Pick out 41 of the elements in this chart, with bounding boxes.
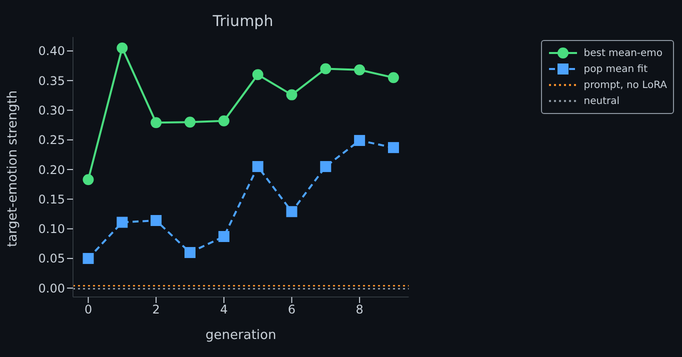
point — [388, 72, 399, 84]
legend-label: best mean-emo — [584, 48, 663, 58]
point — [116, 42, 128, 54]
point — [354, 134, 366, 146]
x-tick-label: 0 — [84, 302, 92, 317]
point — [286, 89, 298, 100]
y-tick-label: 0.40 — [38, 44, 65, 58]
point — [82, 252, 94, 264]
y-tick-label: 0.20 — [38, 162, 65, 177]
y-tick-label: 0.10 — [38, 222, 65, 236]
y-axis-title: target-emotion strength — [6, 90, 21, 247]
point — [184, 116, 196, 128]
point — [82, 174, 94, 186]
legend-label: prompt, no LoRA — [584, 80, 667, 90]
point — [388, 142, 399, 154]
y-tick-label: 0.30 — [38, 103, 65, 118]
point — [150, 117, 162, 128]
point — [150, 215, 162, 226]
x-axis-title: generation — [206, 328, 276, 343]
y-tick-label: 0.15 — [38, 192, 65, 206]
x-tick-label: 8 — [356, 302, 364, 317]
x-tick-label: 4 — [220, 302, 228, 317]
point — [320, 161, 332, 172]
point — [286, 206, 298, 218]
point — [354, 64, 366, 76]
legend-label: pop mean fit — [584, 64, 648, 74]
point — [218, 231, 230, 242]
point — [320, 63, 332, 74]
point — [252, 69, 264, 80]
point — [252, 161, 264, 172]
y-tick-label: 0.05 — [38, 252, 65, 266]
point — [116, 216, 128, 228]
x-tick-label: 2 — [152, 302, 160, 317]
y-tick-label: 0.35 — [38, 74, 65, 88]
legend-label: neutral — [584, 96, 620, 106]
chart-title: Triumph — [212, 12, 274, 30]
y-tick-label: 0.25 — [38, 133, 65, 148]
y-tick-label: 0.00 — [38, 281, 65, 296]
point — [218, 115, 230, 126]
x-tick-label: 6 — [288, 302, 296, 317]
point — [184, 247, 196, 258]
